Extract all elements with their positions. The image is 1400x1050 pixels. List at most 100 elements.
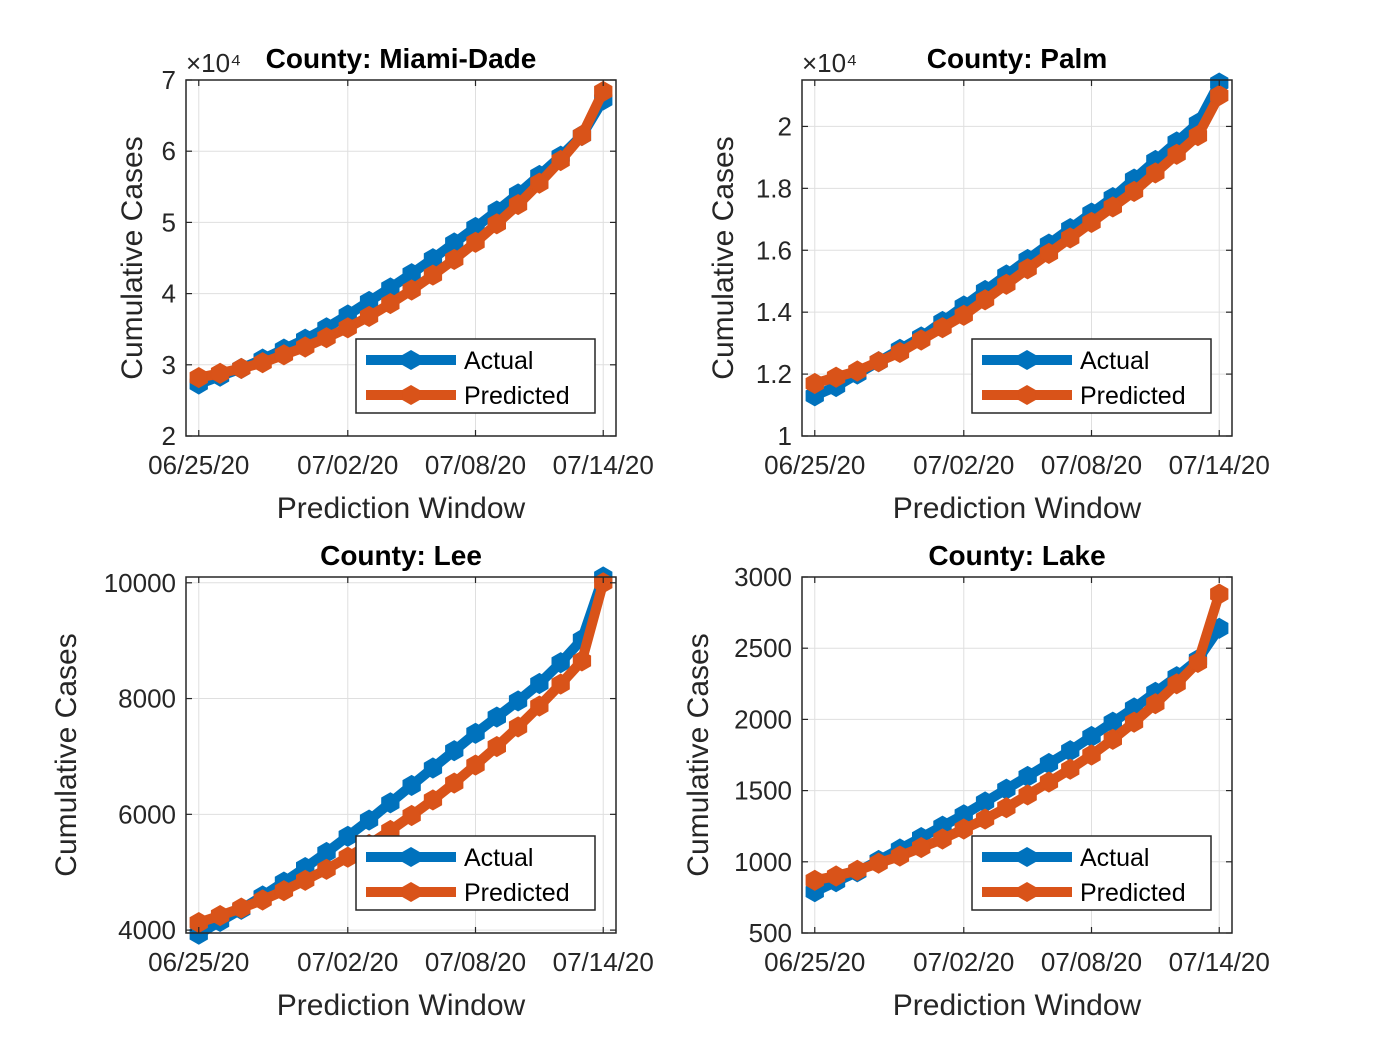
legend-box bbox=[971, 338, 1212, 414]
legend-marker bbox=[1018, 847, 1036, 867]
y-axis-label: Cumulative Cases bbox=[50, 633, 83, 876]
data-point bbox=[1061, 227, 1080, 249]
y-tick-label: 7 bbox=[162, 65, 176, 95]
y-tick-label: 6000 bbox=[118, 799, 176, 829]
x-tick-label: 07/14/20 bbox=[553, 947, 654, 977]
data-point bbox=[210, 905, 230, 927]
y-exponent-label: ×10⁴ bbox=[802, 48, 857, 78]
data-point bbox=[338, 317, 357, 339]
y-tick-label: 500 bbox=[749, 918, 792, 948]
chart-title: County: Lee bbox=[320, 540, 482, 571]
legend-box bbox=[355, 835, 596, 911]
x-tick-label: 06/25/20 bbox=[764, 450, 865, 480]
subplot-1: 06/25/20 07/02/20 07/08/20 07/14/20 2 3 4 5 6 7 ×1… bbox=[116, 43, 654, 525]
legend-marker bbox=[1018, 882, 1036, 902]
data-point bbox=[805, 869, 824, 891]
y-tick-label: 6 bbox=[162, 136, 176, 166]
data-point bbox=[445, 740, 464, 762]
x-tick-label: 07/08/20 bbox=[425, 947, 526, 977]
x-tick-label: 06/25/20 bbox=[148, 947, 249, 977]
subplot-3: 06/25/20 07/02/20 07/08/20 07/14/20 4000 6000… bbox=[50, 540, 654, 1022]
data-point bbox=[1039, 242, 1059, 264]
data-point bbox=[869, 351, 888, 373]
legend-label: Predicted bbox=[1080, 879, 1186, 907]
x-tick-label: 07/14/20 bbox=[1169, 947, 1270, 977]
data-point bbox=[1082, 725, 1101, 748]
axes-frame bbox=[185, 79, 617, 437]
y-tick-label: 3000 bbox=[734, 562, 792, 592]
data-point bbox=[530, 672, 549, 695]
data-point bbox=[1210, 583, 1229, 605]
data-point bbox=[487, 736, 506, 758]
y-tick-label: 1.6 bbox=[756, 235, 792, 265]
legend-label: Predicted bbox=[464, 879, 570, 907]
data-point bbox=[1210, 84, 1229, 107]
y-axis-label: Cumulative Cases bbox=[682, 633, 715, 876]
data-point bbox=[487, 213, 506, 235]
data-point bbox=[508, 716, 528, 738]
legend: Actual Predicted bbox=[971, 338, 1212, 414]
data-point bbox=[359, 809, 379, 831]
data-point bbox=[296, 336, 315, 358]
legend-label: Actual bbox=[464, 844, 533, 872]
y-tick-label: 1.8 bbox=[756, 173, 792, 203]
data-point bbox=[826, 366, 846, 388]
data-point bbox=[954, 818, 973, 840]
data-point bbox=[530, 695, 549, 717]
data-point bbox=[933, 828, 952, 850]
data-point bbox=[210, 362, 230, 384]
data-point bbox=[508, 194, 528, 216]
data-point bbox=[402, 279, 421, 301]
data-point bbox=[253, 889, 272, 911]
x-tick-label: 07/08/20 bbox=[1041, 947, 1142, 977]
data-point bbox=[890, 845, 910, 867]
x-axis-label: Prediction Window bbox=[277, 989, 526, 1022]
y-tick-label: 8000 bbox=[118, 684, 176, 714]
y-tick-label: 2 bbox=[162, 421, 176, 451]
data-point bbox=[317, 858, 336, 880]
data-point bbox=[1188, 651, 1208, 673]
data-point bbox=[423, 264, 443, 286]
data-point bbox=[1061, 758, 1080, 780]
x-axis-label: Prediction Window bbox=[277, 492, 526, 525]
data-point bbox=[572, 650, 592, 672]
data-point bbox=[189, 367, 208, 389]
x-tick-label: 07/02/20 bbox=[297, 947, 398, 977]
y-tick-label: 1000 bbox=[734, 847, 792, 877]
chart-title: County: Miami-Dade bbox=[266, 43, 537, 74]
data-point bbox=[402, 774, 421, 796]
data-point bbox=[466, 722, 485, 744]
legend-marker bbox=[1018, 385, 1036, 405]
axes-frame bbox=[801, 576, 1233, 934]
data-point bbox=[359, 305, 379, 327]
data-point bbox=[1039, 752, 1059, 775]
data-point bbox=[869, 852, 888, 874]
data-point bbox=[912, 329, 931, 351]
legend-box bbox=[355, 338, 596, 414]
data-point bbox=[381, 792, 400, 814]
legend-marker bbox=[402, 350, 420, 370]
data-point bbox=[232, 357, 251, 379]
data-point bbox=[508, 690, 528, 712]
legend-marker bbox=[402, 882, 420, 902]
data-point bbox=[1018, 258, 1037, 280]
legend: Actual Predicted bbox=[971, 835, 1212, 911]
legend-marker bbox=[1018, 350, 1036, 370]
data-point bbox=[826, 865, 846, 887]
data-point bbox=[1124, 711, 1144, 733]
legend-label: Predicted bbox=[1080, 382, 1186, 410]
data-point bbox=[572, 124, 592, 147]
legend-label: Predicted bbox=[464, 382, 570, 410]
y-tick-label: 10000 bbox=[104, 568, 176, 598]
y-tick-label: 2500 bbox=[734, 633, 792, 663]
x-tick-label: 07/02/20 bbox=[297, 450, 398, 480]
y-tick-label: 5 bbox=[162, 207, 176, 237]
data-point bbox=[805, 372, 824, 394]
data-point bbox=[423, 789, 443, 811]
data-point bbox=[1103, 728, 1122, 750]
data-point bbox=[338, 846, 357, 868]
data-point bbox=[975, 808, 995, 830]
data-point bbox=[1146, 162, 1165, 184]
y-tick-label: 1.2 bbox=[756, 359, 792, 389]
